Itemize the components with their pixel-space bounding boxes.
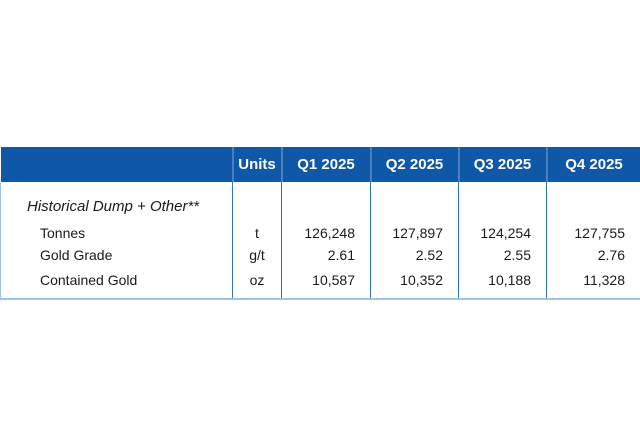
unit-cell: t xyxy=(232,222,282,244)
value-cell-q4: 11,328 xyxy=(546,266,640,300)
table-row-contained-gold: Contained Gold oz 10,587 10,352 10,188 1… xyxy=(0,266,640,300)
header-cell-blank xyxy=(0,147,233,182)
value-cell-q1: 2.61 xyxy=(281,244,371,266)
value-cell-q1: 126,248 xyxy=(281,222,371,244)
empty-cell xyxy=(370,182,459,222)
value-cell-q4: 127,755 xyxy=(546,222,640,244)
quarterly-production-table: Units Q1 2025 Q2 2025 Q3 2025 Q4 2025 Hi… xyxy=(0,147,640,300)
empty-cell xyxy=(458,182,547,222)
value-cell-q2: 2.52 xyxy=(370,244,459,266)
empty-cell xyxy=(232,182,282,222)
row-label: Contained Gold xyxy=(0,266,233,300)
header-cell-q2-2025: Q2 2025 xyxy=(369,147,459,182)
header-cell-q3-2025: Q3 2025 xyxy=(457,147,547,182)
section-title: Historical Dump + Other** xyxy=(0,182,233,222)
section-row: Historical Dump + Other** xyxy=(0,182,640,222)
unit-cell: oz xyxy=(232,266,282,300)
value-cell-q2: 127,897 xyxy=(370,222,459,244)
value-cell-q3: 10,188 xyxy=(458,266,547,300)
value-cell-q2: 10,352 xyxy=(370,266,459,300)
row-label: Tonnes xyxy=(0,222,233,244)
value-cell-q3: 124,254 xyxy=(458,222,547,244)
value-cell-q4: 2.76 xyxy=(546,244,640,266)
table-row-tonnes: Tonnes t 126,248 127,897 124,254 127,755 xyxy=(0,222,640,244)
value-cell-q3: 2.55 xyxy=(458,244,547,266)
empty-cell xyxy=(281,182,371,222)
unit-cell: g/t xyxy=(232,244,282,266)
header-row: Units Q1 2025 Q2 2025 Q3 2025 Q4 2025 xyxy=(0,147,640,182)
value-cell-q1: 10,587 xyxy=(281,266,371,300)
header-cell-units: Units xyxy=(231,147,282,182)
row-label: Gold Grade xyxy=(0,244,233,266)
empty-cell xyxy=(546,182,640,222)
header-cell-q4-2025: Q4 2025 xyxy=(545,147,640,182)
header-cell-q1-2025: Q1 2025 xyxy=(280,147,371,182)
table-row-gold-grade: Gold Grade g/t 2.61 2.52 2.55 2.76 xyxy=(0,244,640,266)
